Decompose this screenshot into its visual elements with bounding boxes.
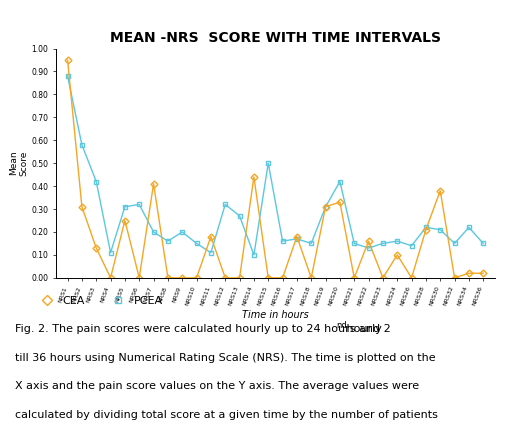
Text: hourly: hourly	[343, 324, 382, 334]
Title: MEAN -NRS  SCORE WITH TIME INTERVALS: MEAN -NRS SCORE WITH TIME INTERVALS	[109, 30, 440, 45]
Text: Fig. 2. The pain scores were calculated hourly up to 24 hours and 2: Fig. 2. The pain scores were calculated …	[15, 324, 390, 334]
X-axis label: Time in hours: Time in hours	[242, 310, 308, 320]
Text: calculated by dividing total score at a given time by the number of patients: calculated by dividing total score at a …	[15, 410, 437, 420]
Legend: CEA, PCEA: CEA, PCEA	[31, 292, 166, 310]
Text: nd: nd	[336, 321, 347, 330]
Y-axis label: Mean
Score: Mean Score	[9, 150, 29, 176]
Text: till 36 hours using Numerical Rating Scale (NRS). The time is plotted on the: till 36 hours using Numerical Rating Sca…	[15, 353, 435, 363]
Text: X axis and the pain score values on the Y axis. The average values were: X axis and the pain score values on the …	[15, 381, 418, 392]
